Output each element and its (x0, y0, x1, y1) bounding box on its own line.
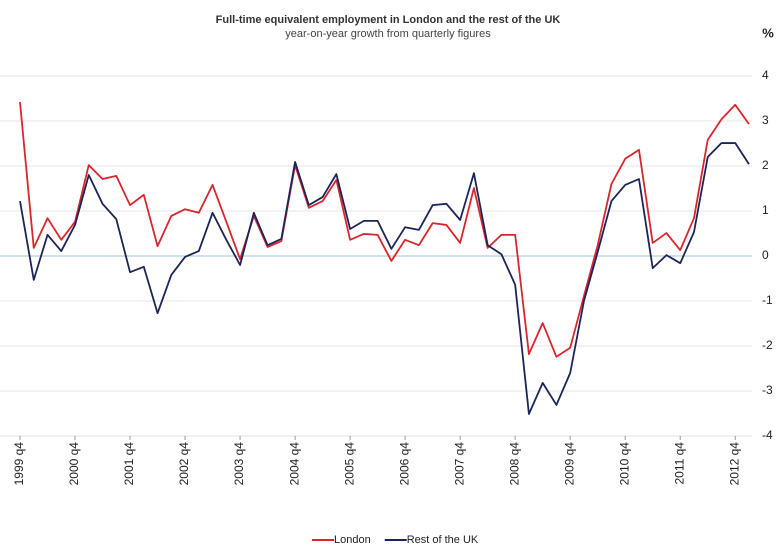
y-tick-label: 2 (762, 158, 769, 172)
chart-subtitle: year-on-year growth from quarterly figur… (285, 28, 491, 40)
y-tick-label: -3 (762, 383, 773, 397)
y-tick-label: -2 (762, 338, 773, 352)
y-tick-label: 0 (762, 248, 769, 262)
x-tick-label: 2007 q4 (452, 442, 466, 486)
x-tick-label: 2005 q4 (342, 442, 356, 486)
x-tick-label: 1999 q4 (12, 442, 26, 486)
y-axis-label: % (762, 25, 774, 40)
x-tick-label: 2001 q4 (122, 442, 136, 486)
x-tick-label: 2002 q4 (177, 442, 191, 486)
series-line (19, 102, 750, 358)
legend-label: London (334, 534, 371, 546)
y-tick-label: 3 (762, 113, 769, 127)
chart-title: Full-time equivalent employment in Londo… (216, 14, 561, 26)
x-tick-label: 2011 q4 (672, 442, 686, 485)
y-tick-label: 4 (762, 68, 769, 82)
x-tick-label: 2004 q4 (287, 442, 301, 486)
x-tick-label: 2000 q4 (67, 442, 81, 486)
x-tick-label: 2006 q4 (397, 442, 411, 486)
y-tick-label: 1 (762, 203, 769, 217)
legend-label: Rest of the UK (407, 534, 479, 546)
y-tick-label: -4 (762, 428, 773, 442)
x-tick-label: 2008 q4 (507, 442, 521, 486)
x-tick-label: 2009 q4 (562, 442, 576, 486)
x-tick-label: 2010 q4 (617, 442, 631, 486)
x-tick-label: 2012 q4 (727, 442, 741, 486)
y-tick-label: -1 (762, 293, 773, 307)
x-tick-label: 2003 q4 (232, 442, 246, 486)
series-line (19, 142, 750, 415)
